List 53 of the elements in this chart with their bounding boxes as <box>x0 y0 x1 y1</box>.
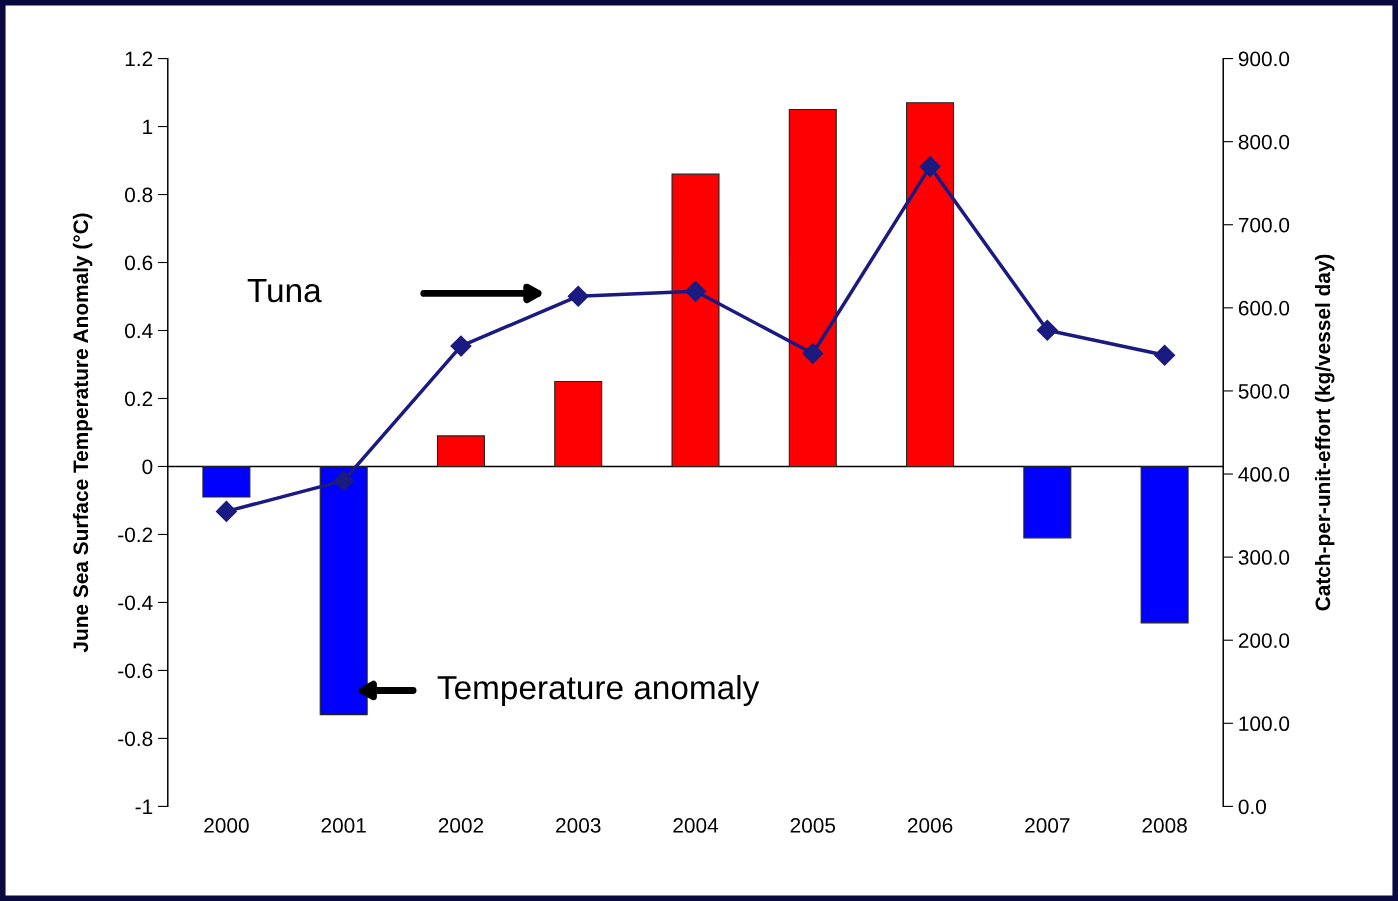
y2-tick-label: 900.0 <box>1238 51 1290 67</box>
bar <box>1023 465 1072 539</box>
y-tick-label: -1 <box>135 799 153 814</box>
point <box>919 156 941 178</box>
y2-tick-label: 800.0 <box>1238 134 1290 150</box>
y-tick-label: 1 <box>143 119 153 135</box>
point <box>450 335 472 357</box>
point <box>802 343 824 365</box>
y2-tick-label: 700.0 <box>1238 217 1290 233</box>
bar <box>671 173 720 468</box>
bar <box>319 465 368 716</box>
annotation: Tuna <box>247 279 322 303</box>
x-tick-label: 2006 <box>907 818 953 833</box>
x-tick-label: 2008 <box>1142 818 1187 833</box>
y-tick-label: -0.6 <box>118 663 153 679</box>
y2-tick-label: 100.0 <box>1239 716 1290 732</box>
x-tick-label: 2005 <box>790 818 836 833</box>
point <box>333 470 355 492</box>
x-tick-label: 2001 <box>321 818 366 833</box>
point <box>215 500 237 522</box>
annotation: Temperature anomaly <box>437 674 760 707</box>
y-tick-label: 0.8 <box>125 187 153 203</box>
y2-tick-label: 0.0 <box>1238 799 1266 815</box>
bar <box>202 465 251 498</box>
y-tick-label: 0.2 <box>125 391 153 407</box>
y-tick-label: 0.6 <box>125 255 153 271</box>
y-tick-label: 0 <box>142 459 153 475</box>
y-tick-label: 0.4 <box>125 323 153 339</box>
bar <box>906 102 955 468</box>
y2-axis-title: Catch-per-unit-effort (kg/vessel day) <box>1314 254 1335 611</box>
y2-tick-label: 500.0 <box>1238 383 1290 399</box>
bar <box>436 435 485 468</box>
point <box>1154 344 1176 366</box>
x-tick-label: 2007 <box>1025 818 1070 833</box>
point <box>1036 319 1058 341</box>
y-tick-label: -0.4 <box>118 595 153 611</box>
y2-tick-label: 600.0 <box>1238 300 1290 316</box>
x-tick-label: 2002 <box>438 818 484 833</box>
bar <box>1140 465 1189 624</box>
y-tick-label: -0.2 <box>118 527 153 543</box>
y-axis-title: June Sea Surface Temperature Anomaly (°C) <box>72 213 93 653</box>
y-tick-label: -0.8 <box>118 731 153 747</box>
y2-tick-label: 400.0 <box>1238 467 1290 482</box>
y2-tick-label: 300.0 <box>1238 550 1290 565</box>
y2-tick-label: 200.0 <box>1238 633 1290 648</box>
point <box>684 280 707 302</box>
bar <box>788 108 837 468</box>
bar <box>554 380 603 468</box>
x-tick-label: 2003 <box>556 818 601 833</box>
x-tick-label: 2000 <box>204 818 249 833</box>
y-tick-label: 1.2 <box>125 51 153 67</box>
point <box>567 285 589 307</box>
x-tick-label: 2004 <box>673 818 719 833</box>
